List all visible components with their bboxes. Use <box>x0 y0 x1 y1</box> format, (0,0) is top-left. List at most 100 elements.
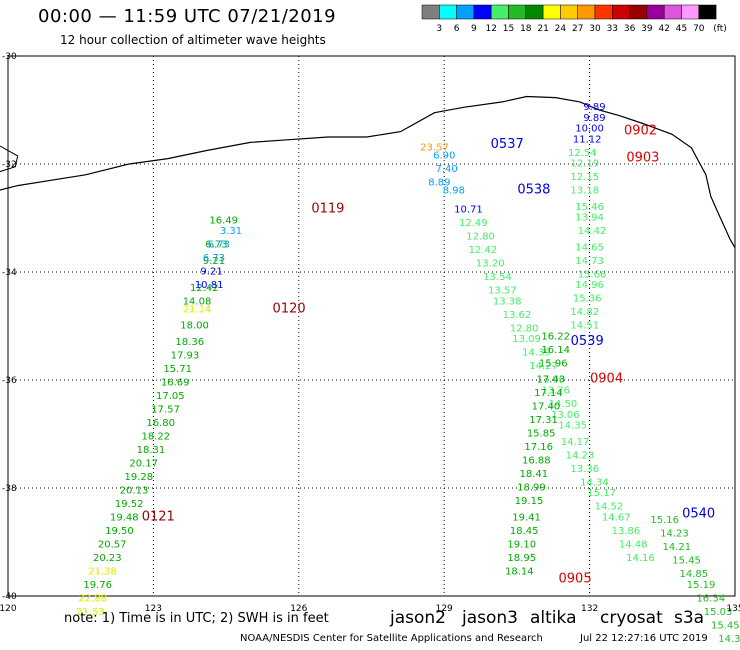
wave-height-value: 3.31 <box>220 226 242 237</box>
legend-tick-label: 15 <box>503 24 514 34</box>
wave-height-value: 18.00 <box>180 321 209 332</box>
wave-height-value: 9.89 <box>583 102 605 113</box>
wave-height-value: 13.90 <box>537 375 566 386</box>
longitude-tick-label: 126 <box>290 604 307 614</box>
satellite-legend-s3a: s3a <box>674 608 705 628</box>
wave-height-value: 14.16 <box>626 553 655 564</box>
pass-time-label: 0904 <box>590 372 623 387</box>
map-title: 00:00 — 11:59 UTC 07/21/2019 <box>38 6 337 27</box>
wave-height-value: 22.88 <box>78 593 107 604</box>
wave-height-value: 15.45 <box>711 620 740 631</box>
pass-time-label: 0539 <box>571 334 604 349</box>
legend-tick-label: 9 <box>471 24 477 34</box>
wave-height-value: 17.31 <box>529 415 558 426</box>
wave-height-value: 20.23 <box>93 553 122 564</box>
legend-swatch <box>560 4 578 20</box>
wave-height-value: 10.00 <box>575 124 604 135</box>
wave-height-value: 12.80 <box>466 232 495 243</box>
wave-height-value: 18.22 <box>142 431 171 442</box>
wave-height-value: 15.03 <box>704 607 733 618</box>
pass-time-label: 0121 <box>142 509 175 524</box>
legend-swatch <box>681 4 700 20</box>
pass-time-label: 0540 <box>682 507 715 522</box>
wave-height-value: 10.71 <box>454 205 483 216</box>
wave-height-value: 14.23 <box>660 529 689 540</box>
longitude-tick-label: 132 <box>581 604 598 614</box>
wave-height-value: 20.57 <box>98 539 127 550</box>
wave-height-value: 15.66 <box>578 269 607 280</box>
wave-height-value: 14.08 <box>183 296 212 307</box>
legend-tick-label: 45 <box>676 24 687 34</box>
wave-height-value: 18.14 <box>505 566 534 577</box>
wave-height-value: 13.38 <box>493 296 522 307</box>
wave-height-value: 19.52 <box>115 499 144 510</box>
wave-height-value: 17.43 <box>537 375 566 386</box>
wave-height-value: 16.49 <box>209 215 238 226</box>
wave-height-value: 16.69 <box>161 377 190 388</box>
legend-tick-label: 18 <box>520 24 532 34</box>
axis-tick-labels: 120 123 126 129 132 135 -30 -32 -34 -36 -38 -40 <box>0 52 740 614</box>
satellite-legend-jason3: jason3 <box>462 608 518 628</box>
longitude-tick-label: 120 <box>0 604 17 614</box>
wave-height-value: 16.88 <box>522 456 551 467</box>
wave-height-value: 12.54 <box>568 148 597 159</box>
australia-coastline <box>0 95 736 249</box>
wave-height-value: 15.17 <box>587 488 616 499</box>
wave-height-value: 18.36 <box>175 337 204 348</box>
legend-tick-label: 12 <box>485 24 496 34</box>
wave-height-value: 13.09 <box>512 334 541 345</box>
wave-height-value: 8.89 <box>428 178 450 189</box>
wave-height-value: 12.42 <box>469 245 498 256</box>
legend-swatch <box>525 4 544 20</box>
latitude-tick-label: -30 <box>2 52 17 62</box>
wave-height-value: 14.52 <box>595 502 624 513</box>
wave-height-value: 14.48 <box>619 539 648 550</box>
color-legend: 3 6 9 12 15 18 21 24 27 30 33 36 39 42 45 70 (ft) <box>421 4 727 34</box>
pass-time-label: 0902 <box>624 123 657 138</box>
wave-height-value: 13.76 <box>541 386 570 397</box>
wave-height-value: 17.40 <box>532 402 561 413</box>
wave-height-value: 12.15 <box>570 172 599 183</box>
wave-height-value: 18.99 <box>517 483 546 494</box>
wave-height-value: 6.90 <box>433 151 455 162</box>
wave-height-value: 21.53 <box>76 607 105 618</box>
latitude-tick-label: -40 <box>2 592 17 602</box>
map-frame <box>7 55 736 597</box>
wave-height-value: 18.95 <box>507 553 536 564</box>
wave-height-value: 14.85 <box>679 569 708 580</box>
wave-height-value: 13.62 <box>503 310 532 321</box>
wave-height-value: 14.96 <box>575 280 604 291</box>
wave-height-value: 14.34 <box>580 477 609 488</box>
units-note: note: 1) Time is in UTC; 2) SWH is in fe… <box>64 611 329 626</box>
legend-swatch <box>698 4 717 20</box>
wave-height-value: 16.34 <box>696 593 725 604</box>
pass-time-label: 0905 <box>559 572 592 587</box>
wave-height-value: 6.73 <box>205 240 227 251</box>
island-outline <box>0 145 19 173</box>
wave-height-value: 14.67 <box>602 512 631 523</box>
wave-height-value: 16.80 <box>146 418 175 429</box>
footer-credit: NOAA/NESDIS Center for Satellite Applica… <box>240 633 543 644</box>
footer-timestamp: Jul 22 12:27:16 UTC 2019 <box>580 633 708 644</box>
latitude-tick-label: -36 <box>2 376 17 386</box>
wave-height-value: 19.28 <box>125 472 154 483</box>
coastline <box>0 95 736 249</box>
pass-time-labels: 0119 0120 0121 0537 0538 0539 0540 0902 0903 0904… <box>142 123 715 586</box>
wave-height-value: 15.85 <box>527 429 556 440</box>
wave-height-value: 23.57 <box>420 143 449 154</box>
wave-height-value: 22.88 <box>78 593 107 604</box>
legend-swatch <box>594 4 613 20</box>
legend-swatch <box>439 4 457 20</box>
pass-time-label: 0120 <box>273 302 306 317</box>
wave-height-value: 19.15 <box>515 496 544 507</box>
legend-swatch <box>629 4 648 20</box>
legend-swatch <box>473 4 492 20</box>
wave-height-value: 15.46 <box>575 202 604 213</box>
wave-height-value: 21.53 <box>76 607 105 618</box>
wave-height-value: 9.89 <box>583 113 605 124</box>
wave-height-value: 21.38 <box>88 566 117 577</box>
legend-swatch <box>612 4 630 20</box>
pass-time-label: 0538 <box>517 183 550 198</box>
wave-height-value: 18.31 <box>137 445 166 456</box>
wave-height-value: 14.35 <box>558 421 587 432</box>
